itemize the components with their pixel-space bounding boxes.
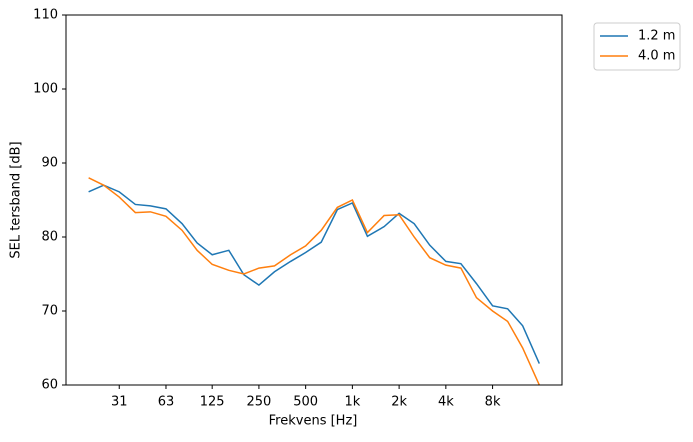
y-tick-label: 70 (41, 304, 58, 319)
x-tick-label: 63 (158, 395, 175, 410)
legend-label: 1.2 m (638, 29, 675, 44)
x-tick-label: 500 (293, 395, 318, 410)
x-tick-label: 4k (438, 395, 454, 410)
series-line (88, 184, 540, 364)
x-tick-label: 31 (111, 395, 128, 410)
legend-box (593, 22, 681, 71)
plot-frame (65, 14, 563, 386)
x-tick-label: 250 (246, 395, 271, 410)
x-axis-label: Frekvens [Hz] (269, 414, 358, 429)
series-line (88, 177, 540, 386)
y-axis-label: SEL tersband [dB] (9, 141, 24, 258)
y-tick-label: 100 (33, 82, 58, 97)
x-tick-label: 125 (200, 395, 225, 410)
x-tick-label: 2k (391, 395, 407, 410)
y-tick-label: 90 (41, 156, 58, 171)
y-tick-label: 60 (41, 378, 58, 393)
x-tick-label: 8k (485, 395, 501, 410)
y-tick-label: 110 (33, 8, 58, 23)
legend-label: 4.0 m (638, 49, 675, 64)
x-tick-label: 1k (344, 395, 360, 410)
y-tick-label: 80 (41, 230, 58, 245)
